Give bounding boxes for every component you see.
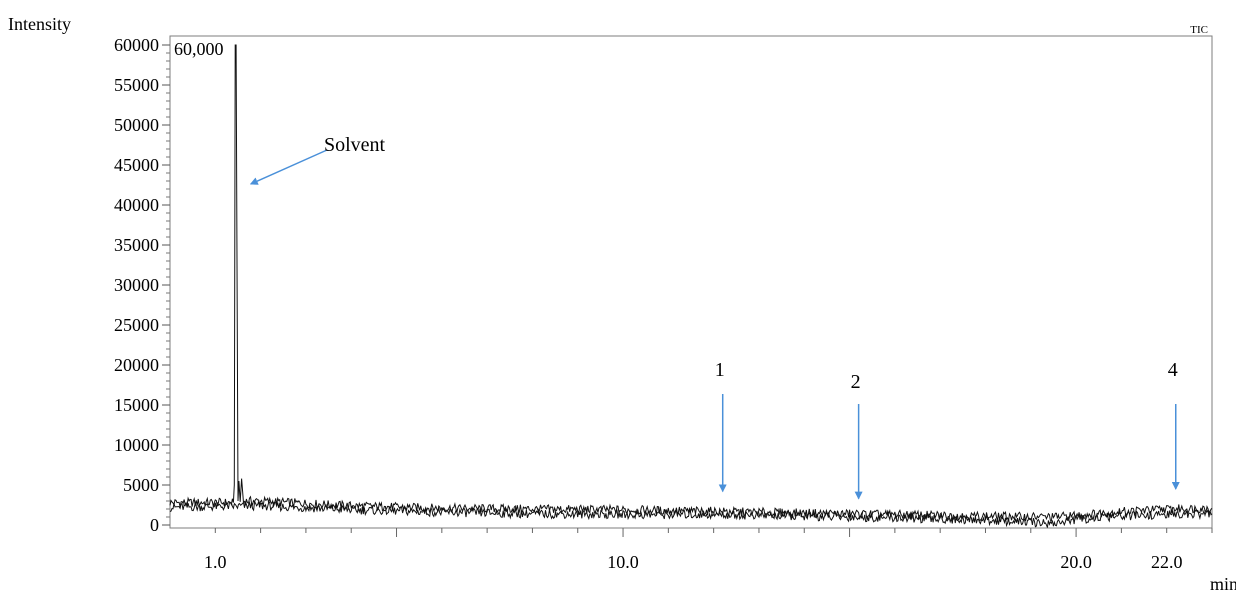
y-tick-label: 50000 <box>114 115 159 135</box>
y-tick-label: 40000 <box>114 195 159 215</box>
plot-frame <box>169 35 1213 529</box>
annotation-label: 4 <box>1168 359 1178 381</box>
y-axis: 0 5000 10000 15000 20000 25000 30000 35000 40000… <box>114 35 170 535</box>
series-layer <box>169 44 1213 528</box>
y-tick-label: 35000 <box>114 235 159 255</box>
peak-label: 60,000 <box>174 39 224 59</box>
annotation-label: Solvent <box>324 134 386 156</box>
x-tick-label: 20.0 <box>1060 552 1092 572</box>
y-tick-label: 5000 <box>123 475 159 495</box>
y-tick-label: 10000 <box>114 435 159 455</box>
series-line <box>169 499 1213 528</box>
corner-label: TIC <box>1190 24 1208 36</box>
y-tick-label: 20000 <box>114 355 159 375</box>
y-tick-label: 45000 <box>114 155 159 175</box>
series-line <box>169 44 1213 522</box>
y-tick-label: 60000 <box>114 35 159 55</box>
y-tick-label: 0 <box>150 515 159 535</box>
y-tick-label: 25000 <box>114 315 159 335</box>
y-tick-label: 30000 <box>114 275 159 295</box>
y-axis-label: Intensity <box>8 14 71 34</box>
annotation-layer: Solvent 1 2 4 <box>249 134 1180 500</box>
y-tick-label: 15000 <box>114 395 159 415</box>
x-tick-label: 1.0 <box>204 552 227 572</box>
annotation-arrow <box>249 149 328 185</box>
annotation-label: 2 <box>851 371 861 393</box>
x-tick-label: 22.0 <box>1151 552 1183 572</box>
annotation-label: 1 <box>715 359 725 381</box>
x-axis: 1.0 10.0 20.0 22.0 <box>204 528 1213 572</box>
y-tick-label: 55000 <box>114 75 159 95</box>
x-axis-label: min <box>1210 574 1236 594</box>
x-tick-label: 10.0 <box>607 552 639 572</box>
